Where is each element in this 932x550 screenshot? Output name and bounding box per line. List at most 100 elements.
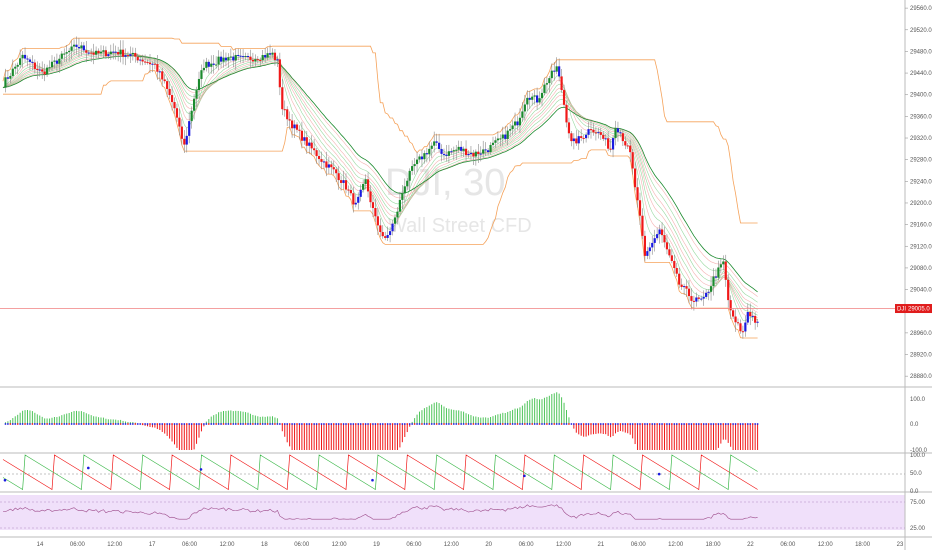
candle-body xyxy=(504,134,507,139)
candle-body xyxy=(50,61,54,68)
momentum-dot xyxy=(739,423,742,425)
candle-body xyxy=(756,321,759,323)
momentum-dot xyxy=(335,423,338,425)
momentum-dot xyxy=(14,423,17,425)
momentum-dot xyxy=(425,423,428,425)
momentum-dot xyxy=(288,423,291,425)
momentum-dot xyxy=(690,423,693,425)
candle-body xyxy=(611,138,615,150)
momentum-dot xyxy=(256,423,259,425)
momentum-dot xyxy=(555,423,558,425)
momentum-dot xyxy=(521,423,524,425)
y-tick-label: 29280.0 xyxy=(910,158,932,164)
momentum-dot xyxy=(4,423,7,425)
momentum-dot xyxy=(29,423,31,425)
candle-body xyxy=(528,97,531,100)
candle-body xyxy=(327,164,330,168)
candle-body xyxy=(178,117,181,127)
candle-body xyxy=(621,133,624,142)
candle-body xyxy=(729,300,732,311)
momentum-dot xyxy=(271,423,274,425)
candle-body xyxy=(653,238,656,243)
x-tick-label: 12:00 xyxy=(668,542,684,548)
candle-body xyxy=(14,66,17,69)
candle-body xyxy=(553,70,556,72)
candle-body xyxy=(562,90,566,105)
x-tick-label: 06:00 xyxy=(70,542,86,548)
momentum-dot xyxy=(254,423,257,425)
momentum-dot xyxy=(117,423,120,425)
momentum-dot xyxy=(494,423,497,425)
x-tick-label: 06:00 xyxy=(294,542,310,548)
candle-body xyxy=(371,202,375,209)
candle-body xyxy=(643,235,646,256)
momentum-dot xyxy=(445,423,448,425)
candle-body xyxy=(580,136,583,138)
momentum-dot xyxy=(232,423,235,425)
candle-body xyxy=(87,52,90,54)
candle-body xyxy=(582,137,585,139)
stoch-tick-label: 0.0 xyxy=(910,489,919,495)
candle-body xyxy=(325,161,328,168)
momentum-dot xyxy=(244,423,247,425)
momentum-dot xyxy=(149,423,151,425)
candle-body xyxy=(26,58,29,60)
momentum-dot xyxy=(700,423,703,425)
ribbon-line xyxy=(2,52,758,307)
momentum-dot xyxy=(712,423,715,425)
candle-body xyxy=(359,189,362,197)
candle-body xyxy=(474,151,477,157)
candle-body xyxy=(242,56,245,58)
candle-body xyxy=(200,70,203,79)
candle-body xyxy=(411,166,414,171)
rsi-band xyxy=(0,495,905,530)
candle-body xyxy=(4,77,7,88)
momentum-dot xyxy=(729,423,732,425)
candle-body xyxy=(107,54,110,57)
momentum-dot xyxy=(190,423,193,425)
candle-body xyxy=(369,191,372,203)
momentum-dot xyxy=(651,423,654,425)
momentum-dot xyxy=(36,423,39,425)
momentum-dot xyxy=(266,423,269,425)
candle-body xyxy=(288,119,291,121)
momentum-dot xyxy=(310,423,313,425)
candle-body xyxy=(658,229,661,235)
candle-body xyxy=(109,51,112,55)
candle-body xyxy=(425,153,428,155)
x-tick-label: 19 xyxy=(373,542,380,548)
momentum-dot xyxy=(509,423,512,425)
momentum-dot xyxy=(536,423,538,425)
momentum-dot xyxy=(572,423,575,425)
momentum-dot xyxy=(212,423,215,425)
momentum-dot xyxy=(707,423,710,425)
momentum-dot xyxy=(70,423,73,425)
momentum-dot xyxy=(364,423,367,425)
momentum-dot xyxy=(359,423,362,425)
candle-body xyxy=(543,84,546,93)
candle-body xyxy=(254,59,257,62)
momentum-dot xyxy=(281,423,284,425)
candle-body xyxy=(183,138,186,145)
momentum-dot xyxy=(166,423,169,425)
momentum-dot xyxy=(440,423,443,425)
candle-body xyxy=(82,45,85,51)
candle-body xyxy=(337,173,340,181)
momentum-dot xyxy=(237,423,240,425)
candle-body xyxy=(687,288,691,297)
momentum-dot xyxy=(381,423,384,425)
rsi-layer xyxy=(2,504,758,520)
candle-body xyxy=(227,57,230,61)
momentum-dot xyxy=(595,423,597,425)
candle-body xyxy=(249,56,252,60)
momentum-dot xyxy=(318,423,320,425)
momentum-dot xyxy=(396,423,399,425)
momentum-dot xyxy=(435,423,438,425)
momentum-dot xyxy=(528,423,531,425)
momentum-dot xyxy=(156,423,159,425)
candle-body xyxy=(374,208,377,217)
momentum-dot xyxy=(225,423,227,425)
momentum-dot xyxy=(222,423,225,425)
momentum-dot xyxy=(26,423,29,425)
